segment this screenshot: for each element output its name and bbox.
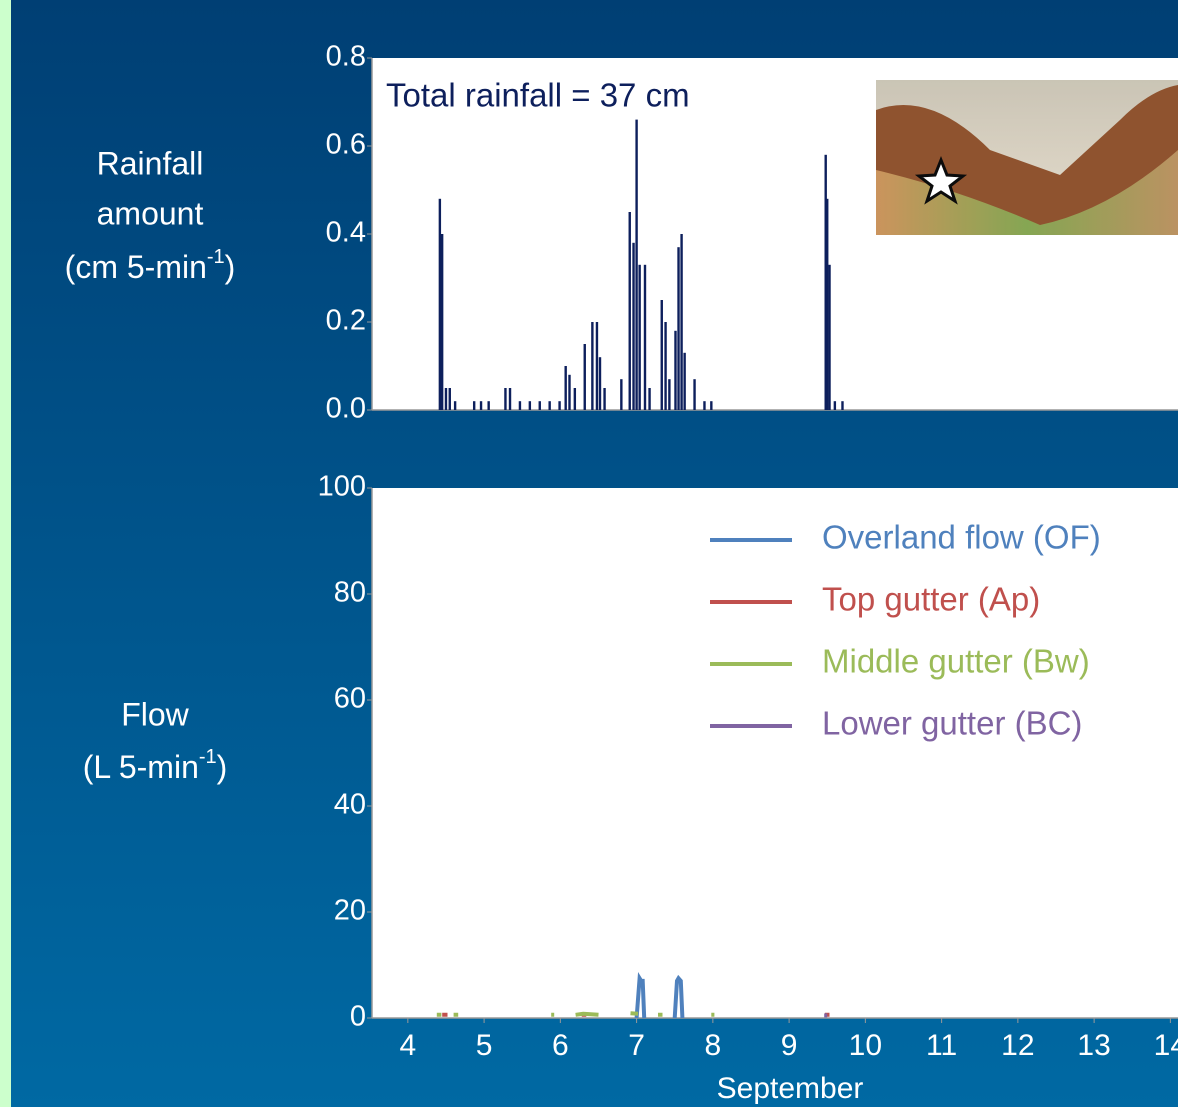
y-tick-label: 0.4	[326, 217, 366, 249]
x-tick-label: 9	[781, 1029, 798, 1062]
bar	[703, 401, 705, 410]
x-tick-label: 10	[849, 1029, 882, 1062]
y-tick-label: 0.8	[326, 41, 366, 73]
y-tick-label: 80	[334, 577, 366, 609]
bar	[620, 379, 622, 410]
x-axis-label: September	[717, 1072, 864, 1105]
y-axis-label: Flow	[121, 696, 189, 732]
bar	[558, 401, 560, 410]
bar	[584, 344, 586, 410]
bar	[629, 212, 631, 410]
legend-label: Lower gutter (BC)	[822, 705, 1082, 742]
unit-close: )	[225, 249, 236, 285]
legend-label: Middle gutter (Bw)	[822, 643, 1090, 680]
bar	[826, 199, 828, 410]
y-tick-label: 0	[350, 1001, 366, 1033]
bar	[539, 401, 541, 410]
bar	[529, 401, 531, 410]
bar	[668, 379, 670, 410]
bar	[834, 401, 836, 410]
bar	[439, 199, 441, 410]
bar	[509, 388, 511, 410]
y-tick-label: 20	[334, 895, 366, 927]
y-axis-label: amount	[97, 195, 204, 231]
bar	[574, 388, 576, 410]
y-tick-label: 60	[334, 683, 366, 715]
y-tick-label: 0.2	[326, 305, 366, 337]
y-tick-label: 0.0	[326, 393, 366, 425]
bar	[644, 265, 646, 410]
bar	[638, 265, 640, 410]
x-tick-label: 6	[552, 1029, 569, 1062]
x-tick-label: 14	[1154, 1029, 1178, 1062]
unit: (L 5-min	[83, 749, 199, 785]
x-tick-label: 7	[628, 1029, 645, 1062]
y-tick-label: 0.6	[326, 129, 366, 161]
x-tick-label: 13	[1077, 1029, 1110, 1062]
photo-inset	[876, 80, 1178, 235]
bar	[519, 401, 521, 410]
x-tick-label: 5	[476, 1029, 493, 1062]
bar	[454, 401, 456, 410]
bar	[683, 353, 685, 410]
bar	[710, 401, 712, 410]
x-tick-label: 11	[926, 1029, 957, 1062]
bar	[548, 401, 550, 410]
bar	[635, 120, 637, 410]
chart: Total rainfall = 37 cm Rainfall amount (…	[0, 0, 1178, 1107]
bar	[441, 234, 443, 410]
bar	[828, 265, 830, 410]
bar	[677, 247, 679, 410]
y-axis-label: Rainfall	[97, 145, 204, 181]
unit-sup: -1	[207, 246, 225, 268]
bar	[674, 331, 676, 410]
side-strip	[0, 0, 11, 1107]
bar	[449, 388, 451, 410]
y-tick-label: 40	[334, 789, 366, 821]
bar	[648, 388, 650, 410]
bar	[504, 388, 506, 410]
legend-label: Top gutter (Ap)	[822, 581, 1040, 618]
bar	[487, 401, 489, 410]
bar	[480, 401, 482, 410]
bar	[445, 388, 447, 410]
bar	[564, 366, 566, 410]
bar	[568, 375, 570, 410]
unit: (cm 5-min	[65, 249, 207, 285]
bar	[591, 322, 593, 410]
bar	[603, 388, 605, 410]
bar	[599, 357, 601, 410]
bar	[841, 401, 843, 410]
x-tick-label: 8	[705, 1029, 722, 1062]
bar	[693, 379, 695, 410]
unit-sup: -1	[199, 746, 217, 768]
plot-area-bottom	[372, 488, 1178, 1018]
page: Total rainfall = 37 cm Rainfall amount (…	[0, 0, 1178, 1107]
unit-close: )	[217, 749, 228, 785]
bar	[596, 322, 598, 410]
x-tick-label: 12	[1001, 1029, 1034, 1062]
bar	[473, 401, 475, 410]
legend-label: Overland flow (OF)	[822, 519, 1101, 556]
bar	[661, 300, 663, 410]
bar	[680, 234, 682, 410]
bar	[664, 322, 666, 410]
y-tick-label: 100	[318, 471, 366, 503]
annotation: Total rainfall = 37 cm	[386, 77, 690, 114]
bar	[632, 243, 634, 410]
x-tick-label: 4	[399, 1029, 416, 1062]
